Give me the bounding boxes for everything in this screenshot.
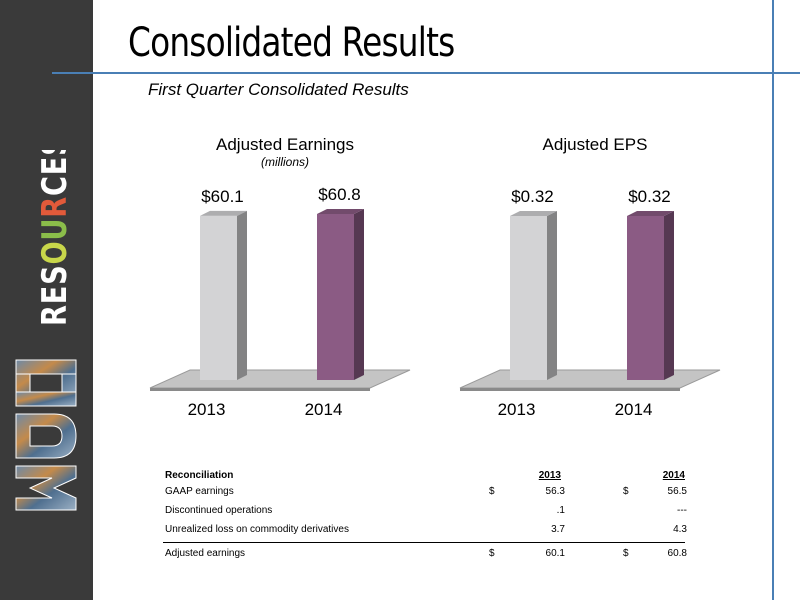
dollar-sign: $: [623, 548, 629, 559]
value-2013: .1: [556, 505, 565, 516]
category-label: 2014: [305, 400, 343, 419]
chart-floor-edge: [460, 388, 680, 391]
row-label: GAAP earnings: [165, 486, 234, 497]
reconciliation-header-row: Reconciliation 2013 2014: [163, 470, 693, 486]
accent-vertical-line: [772, 0, 774, 600]
total-2014: 60.8: [667, 548, 687, 559]
value-2013: 3.7: [551, 524, 565, 535]
bar-top: [510, 211, 557, 216]
slide-title: Consolidated Results: [128, 20, 455, 66]
data-label: $0.32: [511, 187, 554, 206]
total-label: Adjusted earnings: [165, 548, 246, 559]
bar-side: [237, 210, 247, 380]
resources-logo: RESOURCES: [35, 150, 74, 326]
value-2013: 56.3: [545, 486, 565, 497]
bar-top: [317, 209, 364, 214]
svg-text:RESOURCES: RESOURCES: [35, 150, 74, 326]
bar-2014: [317, 214, 354, 380]
bar-top: [200, 210, 247, 216]
total-2013: 60.1: [545, 548, 565, 559]
dollar-sign: $: [489, 548, 495, 559]
reconciliation-header: Reconciliation: [165, 470, 234, 481]
chart-subtitle: (millions): [261, 155, 309, 169]
value-2014: ---: [677, 505, 687, 516]
year-2013-header: 2013: [538, 470, 561, 481]
table-row: Discontinued operations .1 ---: [163, 505, 693, 521]
dollar-sign: $: [489, 486, 495, 497]
chart-floor: [149, 369, 411, 389]
chart-title: Adjusted Earnings: [216, 135, 354, 154]
charts-area: Adjusted Earnings(millions) $60.1 2013 $60.…: [149, 135, 721, 419]
dollar-sign: $: [623, 486, 629, 497]
year-2014-header: 2014: [662, 470, 685, 481]
data-label: $60.1: [201, 187, 244, 206]
data-label: $60.8: [318, 185, 361, 204]
slide-subtitle: First Quarter Consolidated Results: [148, 80, 409, 99]
title-underline: [52, 72, 800, 74]
mdu-logo: [15, 359, 77, 511]
bar-side: [354, 209, 364, 380]
sidebar: RESOURCES: [0, 0, 93, 600]
bar-2013: [200, 215, 237, 380]
total-rule: [163, 542, 685, 543]
row-label: Discontinued operations: [165, 505, 273, 516]
bar-2014: [627, 216, 664, 380]
category-label: 2013: [498, 400, 536, 419]
table-row: Unrealized loss on commodity derivatives…: [163, 524, 693, 540]
chart-floor: [459, 369, 721, 389]
chart-title: Adjusted EPS: [543, 135, 648, 154]
data-label: $0.32: [628, 187, 671, 206]
value-2014: 4.3: [673, 524, 687, 535]
bar-side: [547, 211, 557, 380]
total-row: Adjusted earnings $ 60.1 $ 60.8: [163, 548, 693, 564]
category-label: 2014: [615, 400, 653, 419]
value-2014: 56.5: [667, 486, 687, 497]
bar-top: [627, 211, 674, 216]
category-label: 2013: [188, 400, 226, 419]
chart-floor-edge: [150, 388, 370, 391]
bar-2013: [510, 216, 547, 380]
bar-side: [664, 211, 674, 380]
table-row: GAAP earnings $ 56.3 $ 56.5: [163, 486, 693, 502]
row-label: Unrealized loss on commodity derivatives: [165, 524, 349, 535]
